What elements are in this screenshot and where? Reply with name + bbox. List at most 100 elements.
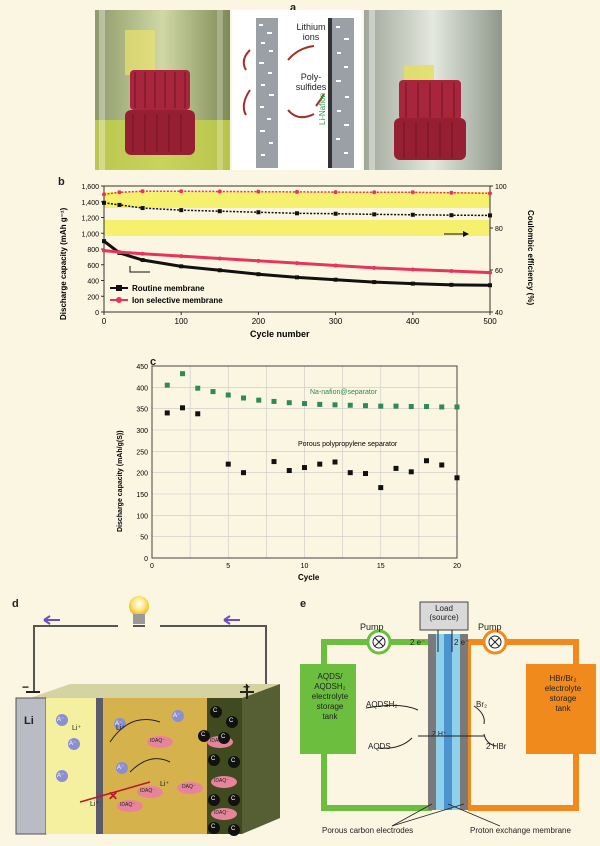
carbon-6 xyxy=(228,794,240,806)
ion-a-1 xyxy=(56,714,68,726)
panel-e-label: e xyxy=(300,598,307,610)
b-xtick-label: 300 xyxy=(329,317,343,326)
c-point-0 xyxy=(241,395,246,401)
chart-c: 0 50 100 150 200 250 300 350 400 450 0 5 10 15 20 Na-n… xyxy=(117,364,461,582)
carbon-1 xyxy=(210,706,222,718)
b-point xyxy=(217,256,222,261)
pem-label: Proton exchange membrane xyxy=(470,826,571,835)
c-point-0 xyxy=(302,401,307,407)
porous-carbon-label: Porous carbon electrodes xyxy=(322,826,414,835)
blocked-arrow xyxy=(79,781,151,803)
b-ytick-label: 1,200 xyxy=(81,216,99,223)
ion-label-c-2: C xyxy=(229,718,234,724)
b-point xyxy=(102,192,106,197)
b-series-1 xyxy=(103,249,491,275)
chart-b-xlabel: Cycle number xyxy=(250,329,310,339)
b-point xyxy=(117,250,122,255)
efficiency-band-top xyxy=(104,192,490,208)
ion-label-c-3: C xyxy=(211,756,216,762)
b-point xyxy=(488,213,492,218)
c-point-1 xyxy=(393,465,399,471)
chart-b: 0 100 200 300 400 500 0 200 400 600 800 1,000 1,200 1… xyxy=(59,184,535,339)
arrow-aqdsh2 xyxy=(365,704,419,711)
electron-left-label: 2 e⁻ xyxy=(410,638,426,647)
ion-label-c-7: C xyxy=(211,824,216,830)
green-pipe-right xyxy=(388,639,435,806)
idaq-6 xyxy=(211,776,237,788)
ion-label-a-1: A⁻ xyxy=(57,717,65,723)
ion-label-c-8: C xyxy=(231,826,236,832)
electrode-right xyxy=(460,634,468,810)
c-point-1 xyxy=(317,461,323,467)
ion-label-idaq-1: IDAQ⁻ xyxy=(150,738,165,744)
chart-c-xlabel: Cycle xyxy=(298,573,320,582)
b-point xyxy=(295,211,299,216)
b-ytick-label: 200 xyxy=(87,294,99,301)
wire-left xyxy=(33,625,118,692)
b-point xyxy=(372,212,377,217)
tank-left xyxy=(300,664,356,754)
electrolyte-channel-right xyxy=(452,634,460,810)
carbon-10 xyxy=(198,730,210,742)
c-point-0 xyxy=(439,404,445,410)
b-point xyxy=(410,267,415,272)
c-ytick-label: 0 xyxy=(144,556,148,563)
arrow-aqds xyxy=(377,737,413,749)
carbon-2 xyxy=(226,716,238,728)
b-point xyxy=(372,265,377,270)
electron-right-label: 2 e⁻ xyxy=(454,638,470,647)
b-point xyxy=(295,275,299,280)
jar-photo-right xyxy=(364,10,502,170)
b-ytick-label: 400 xyxy=(87,279,99,286)
c-ytick-label: 150 xyxy=(136,492,148,499)
b-y2tick-label: 40 xyxy=(495,310,503,317)
membrane-pem xyxy=(444,634,452,810)
c-point-0 xyxy=(210,389,216,395)
carbon-4 xyxy=(228,756,240,768)
polysulfides-label: Poly- sulfides xyxy=(295,72,327,92)
c-xtick-label: 20 xyxy=(453,563,461,570)
c-xtick-label: 15 xyxy=(377,563,385,570)
hbr-label: 2 HBr xyxy=(486,742,507,751)
ion-label-a-3: A⁻ xyxy=(57,773,65,779)
li-nafion-label: Li-Nafion xyxy=(318,92,327,125)
c-point-1 xyxy=(424,458,429,464)
proton-label: 2 H⁺ xyxy=(432,731,447,738)
panel-a-label: a xyxy=(290,2,297,14)
ion-label-idaq-4: IDAQ⁻ xyxy=(210,738,225,744)
b-point xyxy=(410,190,415,195)
tank-right xyxy=(526,664,596,754)
li-anode xyxy=(16,698,46,834)
load-label: Load (source) xyxy=(429,604,459,622)
orange-pipe-bottom xyxy=(468,754,579,811)
b-point xyxy=(217,209,222,214)
b-point xyxy=(179,254,184,259)
c-ytick-label: 250 xyxy=(136,449,148,456)
b-point xyxy=(449,190,454,195)
tank-left-label: AQDS/ AQDSH₂ electrolyte storage tank xyxy=(311,672,349,721)
c-point-1 xyxy=(195,411,201,417)
b-point xyxy=(410,212,415,217)
arrow-hbr xyxy=(483,733,497,747)
b-y2tick-label: 100 xyxy=(495,184,507,191)
b-point xyxy=(256,189,261,194)
ion-label-idaq-3: IDAQ⁻ xyxy=(120,802,135,808)
orange-pipe-left xyxy=(465,639,486,806)
flow-battery-schematic xyxy=(300,601,596,827)
ion-label-a-2: A⁻ xyxy=(69,741,77,747)
c-xtick-label: 5 xyxy=(226,563,230,570)
c-point-0 xyxy=(317,401,323,407)
c-point-1 xyxy=(225,461,231,467)
b-point xyxy=(217,268,222,273)
c-point-1 xyxy=(302,465,307,471)
b-point xyxy=(102,200,106,205)
b-series-0 xyxy=(103,239,491,287)
c-point-1 xyxy=(454,475,460,481)
b-xtick-label: 0 xyxy=(102,317,107,326)
c-point-1 xyxy=(164,410,170,416)
aqdsh2-label: AQDSH₂ xyxy=(366,700,398,709)
ion-label-li-4: Li⁺ xyxy=(160,781,170,788)
c-point-1 xyxy=(286,468,292,474)
chart-b-legend: Routine membrane Ion selective membrane xyxy=(110,284,223,305)
c-point-1 xyxy=(180,405,185,411)
